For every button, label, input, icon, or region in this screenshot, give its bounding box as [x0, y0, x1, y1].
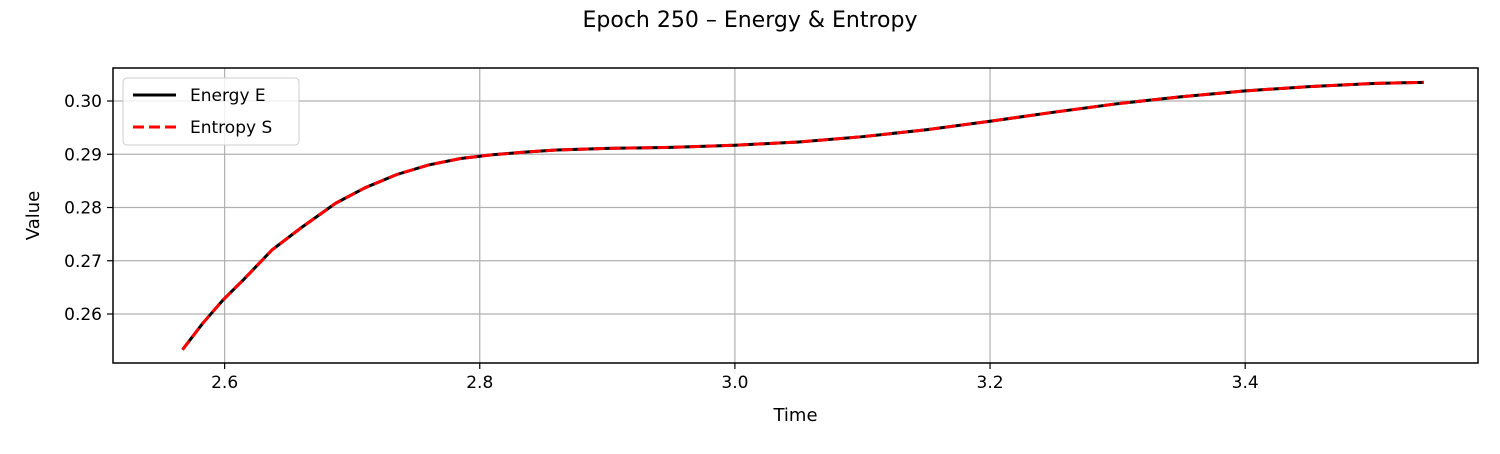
- y-tick-label: 0.28: [64, 199, 102, 219]
- series-line-entropy-s: [181, 80, 1424, 351]
- x-tick-label: 2.6: [211, 373, 238, 393]
- y-tick-label: 0.30: [64, 92, 102, 112]
- y-tick-label: 0.26: [64, 305, 102, 325]
- series-lines: [181, 80, 1424, 351]
- chart-title: Epoch 250 – Energy & Entropy: [583, 8, 918, 33]
- series-line-energy-e: [181, 80, 1424, 351]
- legend-label: Energy E: [190, 86, 266, 106]
- y-tick-label: 0.27: [64, 252, 102, 272]
- y-tick-label: 0.29: [64, 145, 102, 165]
- x-tick-label: 3.0: [721, 373, 748, 393]
- grid-lines: [113, 68, 1478, 363]
- legend: Energy E Entropy S: [122, 77, 300, 146]
- axis-ticks: 2.6 2.8 3.0 3.2 3.4 0.26 0.27 0.28 0.29 0.30: [64, 92, 1259, 393]
- legend-label: Entropy S: [190, 118, 272, 138]
- plot-area-frame: [112, 67, 1479, 364]
- x-tick-label: 3.2: [977, 373, 1004, 393]
- legend-items: Energy E Entropy S: [133, 86, 272, 138]
- x-tick-label: 3.4: [1232, 373, 1259, 393]
- x-axis-label: Time: [772, 405, 817, 426]
- y-axis-label: Value: [23, 191, 44, 240]
- x-tick-label: 2.8: [466, 373, 493, 393]
